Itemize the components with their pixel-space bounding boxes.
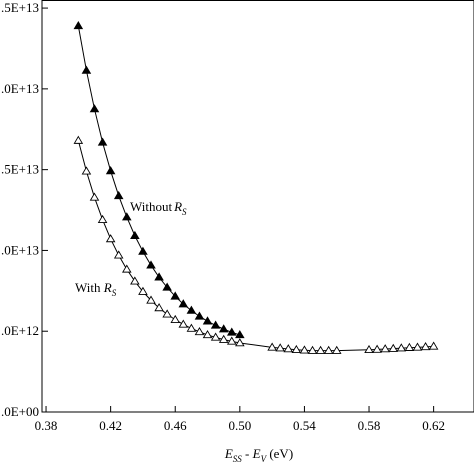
point	[73, 135, 84, 144]
point	[186, 323, 197, 332]
point	[226, 327, 237, 336]
point	[73, 20, 84, 30]
point	[291, 344, 302, 354]
point	[146, 295, 156, 304]
point	[97, 137, 108, 146]
point	[97, 214, 108, 223]
y-tick-label: .0E+00	[1, 404, 39, 419]
point	[105, 234, 116, 243]
point	[283, 344, 294, 353]
point	[146, 260, 156, 269]
x-tick-label: 0.42	[99, 418, 122, 433]
point	[154, 272, 164, 281]
point	[202, 330, 213, 339]
point	[235, 330, 245, 339]
point	[130, 276, 140, 285]
point	[404, 342, 415, 351]
series-line	[77, 140, 434, 352]
point	[81, 166, 92, 175]
y-tick-label: .0E+12	[1, 323, 39, 338]
point	[218, 324, 229, 333]
point	[162, 282, 172, 291]
point	[186, 305, 197, 314]
point	[323, 345, 334, 354]
x-tick-label: 0.38	[35, 418, 58, 433]
point	[372, 344, 382, 353]
y-tick-label: .5E+13	[1, 0, 39, 15]
plot-frame	[41, 0, 474, 413]
x-axis-label: ESS - EV (eV)	[224, 446, 293, 464]
point	[194, 311, 205, 320]
point	[412, 342, 423, 351]
x-tick-label: 0.58	[358, 418, 381, 433]
point	[170, 291, 181, 300]
point	[121, 212, 132, 221]
point	[154, 303, 164, 312]
point	[388, 343, 399, 352]
point	[364, 344, 374, 354]
annotation: With RS	[75, 280, 117, 298]
point	[121, 264, 132, 273]
point	[138, 246, 148, 255]
x-tick-label: 0.50	[228, 418, 251, 433]
point	[226, 336, 237, 345]
point	[267, 342, 277, 351]
point	[105, 166, 116, 175]
point	[299, 345, 310, 354]
point	[396, 343, 407, 352]
point	[315, 345, 326, 354]
point	[113, 250, 124, 259]
x-tick-label: 0.62	[422, 418, 445, 433]
point	[89, 104, 100, 113]
point	[202, 316, 213, 325]
point	[218, 334, 229, 343]
point	[194, 326, 205, 336]
y-tick-label: .0E+13	[1, 81, 39, 96]
annotation: Without RS	[130, 199, 187, 217]
point	[162, 309, 172, 318]
point	[178, 319, 189, 328]
point	[380, 344, 390, 353]
point	[130, 230, 140, 239]
point	[420, 342, 431, 351]
x-tick-label: 0.46	[164, 418, 187, 433]
y-tick-label: .0E+13	[1, 242, 39, 257]
point	[307, 345, 318, 354]
point	[81, 65, 92, 74]
y-tick-label: .5E+13	[1, 162, 39, 177]
point	[275, 343, 285, 352]
x-tick-label: 0.54	[293, 418, 316, 433]
point	[178, 299, 189, 308]
point	[210, 332, 221, 341]
point	[170, 314, 181, 323]
point	[428, 341, 439, 350]
point	[331, 345, 342, 354]
point	[138, 286, 148, 295]
point	[210, 320, 221, 329]
point	[113, 190, 124, 200]
point	[235, 338, 245, 347]
point	[89, 192, 100, 201]
